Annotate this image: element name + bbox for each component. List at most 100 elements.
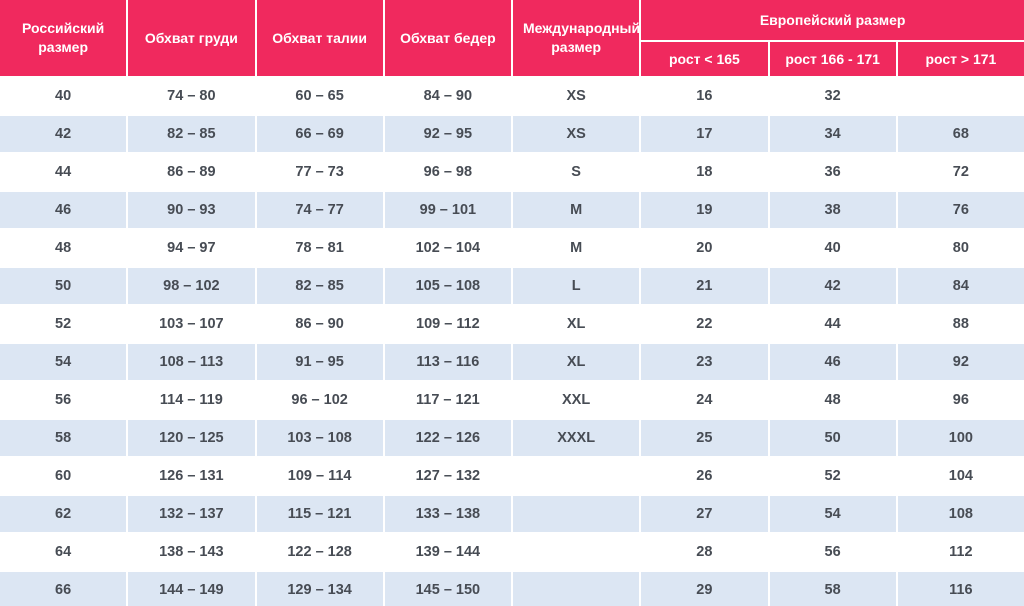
cell-chest: 144 – 149: [128, 572, 255, 606]
cell-height-166-171: 40: [769, 230, 896, 266]
cell-height-gt-171: 104: [897, 458, 1024, 494]
table-row: 42 82 – 85 66 – 69 92 – 95 XS 17 34 68: [0, 116, 1024, 152]
cell-international-size: XXL: [513, 382, 640, 418]
cell-chest: 108 – 113: [128, 344, 255, 380]
cell-height-gt-171: 100: [897, 420, 1024, 456]
cell-height-166-171: 52: [769, 458, 896, 494]
cell-chest: 94 – 97: [128, 230, 255, 266]
cell-russian-size: 52: [0, 306, 127, 342]
cell-chest: 90 – 93: [128, 192, 255, 228]
cell-chest: 132 – 137: [128, 496, 255, 532]
cell-international-size: XXXL: [513, 420, 640, 456]
cell-waist: 122 – 128: [256, 534, 383, 570]
cell-international-size: [513, 534, 640, 570]
cell-height-166-171: 44: [769, 306, 896, 342]
cell-international-size: [513, 458, 640, 494]
cell-height-166-171: 58: [769, 572, 896, 606]
cell-russian-size: 66: [0, 572, 127, 606]
cell-hips: 102 – 104: [384, 230, 511, 266]
cell-waist: 115 – 121: [256, 496, 383, 532]
cell-hips: 133 – 138: [384, 496, 511, 532]
cell-russian-size: 64: [0, 534, 127, 570]
cell-height-lt-165: 16: [641, 78, 768, 114]
table-row: 46 90 – 93 74 – 77 99 – 101 M 19 38 76: [0, 192, 1024, 228]
header-hips: Обхват бедер: [384, 0, 511, 76]
cell-hips: 145 – 150: [384, 572, 511, 606]
cell-height-166-171: 32: [769, 78, 896, 114]
cell-hips: 139 – 144: [384, 534, 511, 570]
cell-international-size: [513, 496, 640, 532]
cell-chest: 126 – 131: [128, 458, 255, 494]
cell-hips: 122 – 126: [384, 420, 511, 456]
cell-russian-size: 44: [0, 154, 127, 190]
cell-chest: 74 – 80: [128, 78, 255, 114]
cell-russian-size: 50: [0, 268, 127, 304]
cell-height-lt-165: 27: [641, 496, 768, 532]
cell-height-166-171: 36: [769, 154, 896, 190]
header-height-166-171: рост 166 - 171: [769, 42, 896, 76]
cell-waist: 86 – 90: [256, 306, 383, 342]
cell-hips: 117 – 121: [384, 382, 511, 418]
table-row: 62 132 – 137 115 – 121 133 – 138 27 54 108: [0, 496, 1024, 532]
table-row: 52 103 – 107 86 – 90 109 – 112 XL 22 44 88: [0, 306, 1024, 342]
cell-chest: 120 – 125: [128, 420, 255, 456]
table-header: Российский размер Обхват груди Обхват та…: [0, 0, 1024, 76]
table-row: 54 108 – 113 91 – 95 113 – 116 XL 23 46 92: [0, 344, 1024, 380]
cell-hips: 99 – 101: [384, 192, 511, 228]
cell-chest: 82 – 85: [128, 116, 255, 152]
cell-height-lt-165: 28: [641, 534, 768, 570]
cell-height-lt-165: 20: [641, 230, 768, 266]
cell-chest: 138 – 143: [128, 534, 255, 570]
cell-hips: 105 – 108: [384, 268, 511, 304]
cell-height-166-171: 56: [769, 534, 896, 570]
table-row: 66 144 – 149 129 – 134 145 – 150 29 58 116: [0, 572, 1024, 606]
cell-waist: 129 – 134: [256, 572, 383, 606]
cell-chest: 98 – 102: [128, 268, 255, 304]
cell-waist: 96 – 102: [256, 382, 383, 418]
cell-height-lt-165: 26: [641, 458, 768, 494]
cell-height-gt-171: 84: [897, 268, 1024, 304]
cell-height-gt-171: 80: [897, 230, 1024, 266]
table-row: 50 98 – 102 82 – 85 105 – 108 L 21 42 84: [0, 268, 1024, 304]
cell-international-size: L: [513, 268, 640, 304]
cell-hips: 84 – 90: [384, 78, 511, 114]
cell-waist: 109 – 114: [256, 458, 383, 494]
cell-height-166-171: 34: [769, 116, 896, 152]
cell-height-166-171: 38: [769, 192, 896, 228]
cell-waist: 60 – 65: [256, 78, 383, 114]
cell-russian-size: 40: [0, 78, 127, 114]
cell-height-gt-171: 96: [897, 382, 1024, 418]
cell-height-166-171: 46: [769, 344, 896, 380]
cell-height-gt-171: 108: [897, 496, 1024, 532]
table-body: 40 74 – 80 60 – 65 84 – 90 XS 16 32 42 82 – 85 66…: [0, 78, 1024, 606]
cell-international-size: XS: [513, 116, 640, 152]
cell-russian-size: 46: [0, 192, 127, 228]
cell-hips: 109 – 112: [384, 306, 511, 342]
header-height-lt-165: рост < 165: [641, 42, 768, 76]
cell-hips: 113 – 116: [384, 344, 511, 380]
table-row: 40 74 – 80 60 – 65 84 – 90 XS 16 32: [0, 78, 1024, 114]
cell-height-lt-165: 17: [641, 116, 768, 152]
table-row: 56 114 – 119 96 – 102 117 – 121 XXL 24 48 96: [0, 382, 1024, 418]
cell-russian-size: 54: [0, 344, 127, 380]
table-row: 60 126 – 131 109 – 114 127 – 132 26 52 104: [0, 458, 1024, 494]
cell-height-lt-165: 29: [641, 572, 768, 606]
cell-waist: 74 – 77: [256, 192, 383, 228]
cell-hips: 92 – 95: [384, 116, 511, 152]
cell-height-gt-171: 72: [897, 154, 1024, 190]
cell-height-166-171: 54: [769, 496, 896, 532]
cell-height-166-171: 48: [769, 382, 896, 418]
cell-height-gt-171: 76: [897, 192, 1024, 228]
table-row: 64 138 – 143 122 – 128 139 – 144 28 56 112: [0, 534, 1024, 570]
cell-international-size: M: [513, 192, 640, 228]
table-row: 58 120 – 125 103 – 108 122 – 126 XXXL 25 50 100: [0, 420, 1024, 456]
header-european-size: Европейский размер: [641, 0, 1024, 40]
header-international-size: Международный размер: [513, 0, 640, 76]
cell-height-lt-165: 24: [641, 382, 768, 418]
cell-height-lt-165: 23: [641, 344, 768, 380]
cell-waist: 78 – 81: [256, 230, 383, 266]
cell-russian-size: 58: [0, 420, 127, 456]
cell-height-lt-165: 25: [641, 420, 768, 456]
cell-chest: 114 – 119: [128, 382, 255, 418]
